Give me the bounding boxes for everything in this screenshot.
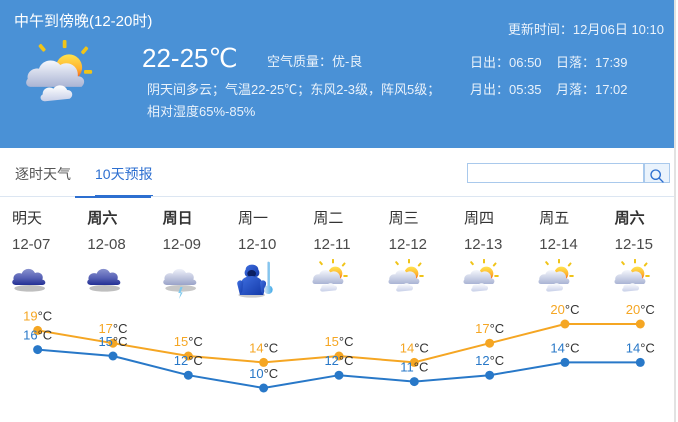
svg-text:12°C: 12°C [475,353,504,368]
svg-text:15°C: 15°C [98,334,127,349]
svg-text:10°C: 10°C [249,366,278,381]
svg-text:19°C: 19°C [23,308,52,323]
svg-text:20°C: 20°C [626,302,655,317]
svg-text:12°C: 12°C [324,353,353,368]
svg-text:16°C: 16°C [23,328,52,343]
svg-text:14°C: 14°C [626,340,655,355]
svg-text:15°C: 15°C [174,334,203,349]
svg-text:20°C: 20°C [550,302,579,317]
svg-text:17°C: 17°C [475,321,504,336]
svg-text:14°C: 14°C [550,340,579,355]
svg-text:14°C: 14°C [249,340,278,355]
svg-text:11°C: 11°C [400,360,428,375]
svg-text:14°C: 14°C [400,340,429,355]
svg-text:12°C: 12°C [174,353,203,368]
svg-text:15°C: 15°C [324,334,353,349]
